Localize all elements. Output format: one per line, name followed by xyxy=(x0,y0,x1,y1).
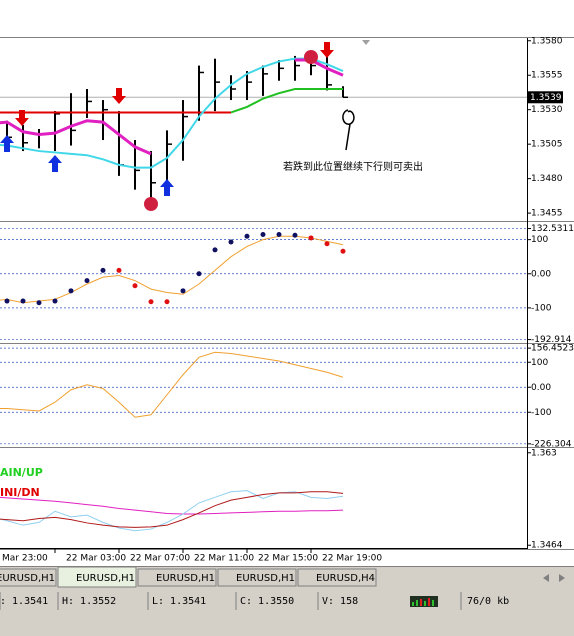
indicator-dot xyxy=(116,267,122,273)
indicator-dot xyxy=(308,235,314,241)
indicator-label: INI/DN xyxy=(0,486,40,499)
series-line xyxy=(0,496,344,515)
price-marker-label: 1.3539 xyxy=(530,93,562,103)
status-item: C: 1.3550 xyxy=(240,596,294,607)
tab-label: EURUSD,H4 xyxy=(316,573,375,584)
x-tick-label: 22 Mar 07:00 xyxy=(130,554,190,564)
status-item: 76/0 kb xyxy=(467,596,509,607)
y-tick-label: 0.00 xyxy=(531,383,551,393)
tab[interactable] xyxy=(297,568,377,587)
y-tick-label: -192.914 xyxy=(531,335,572,345)
annotation: 若跌到此位置继续下行则可卖出 xyxy=(283,160,423,173)
signals xyxy=(0,42,355,211)
series-line xyxy=(230,88,343,114)
indicator-dot xyxy=(4,298,10,304)
y-tick-label: 1.3464 xyxy=(531,541,563,551)
status-item: H: 1.3552 xyxy=(62,596,116,607)
pane: 1.3580 1.3555 1.3530 1.3505 1.3480 1.3455 1.35… xyxy=(0,36,574,222)
y-tick-label: -226.304 xyxy=(531,439,572,449)
y-tick-label: 1.3530 xyxy=(531,105,563,115)
indicator-label: AIN/UP xyxy=(0,466,43,479)
status-item: V: 158 xyxy=(322,596,358,607)
tab[interactable] xyxy=(57,566,137,588)
y-tick-label: -100 xyxy=(531,303,552,313)
series-line xyxy=(0,57,344,169)
y-tick-label: 1.363 xyxy=(531,448,557,458)
indicator-dot xyxy=(36,300,42,306)
y-tick-label: 1.3505 xyxy=(531,140,563,150)
connection-indicator xyxy=(410,596,438,607)
indicator-dot xyxy=(84,278,90,284)
window-bottom xyxy=(0,614,574,636)
series-line xyxy=(0,235,344,304)
y-tick-label: 1.3480 xyxy=(531,174,563,184)
y-tick-label: 1.3555 xyxy=(531,71,563,81)
status-items: : 1.3541 H: 1.3552 L: 1.3541 C: 1.3550 V: 15… xyxy=(0,592,509,610)
indicator-dot xyxy=(196,271,202,277)
series-line xyxy=(0,58,344,156)
tab-label: EURUSD,H1 xyxy=(0,573,55,584)
indicator-dot xyxy=(340,248,346,254)
x-tick-label: 22 Mar 03:00 xyxy=(66,554,126,564)
y-tick-label: 132.5311 xyxy=(531,224,574,234)
tab[interactable] xyxy=(0,568,57,587)
indicator-dot xyxy=(132,283,138,289)
scroll-right[interactable] xyxy=(559,574,565,582)
y-tick-label: 1.3455 xyxy=(531,209,563,219)
y-tick-label: 0.00 xyxy=(531,269,551,279)
indicator-dot xyxy=(164,299,170,305)
x-tick-label: 22 Mar 11:00 xyxy=(194,554,254,564)
status-bar xyxy=(0,589,574,613)
indicator-dot xyxy=(68,288,74,294)
x-tick-label: 22 Mar 15:00 xyxy=(258,554,318,564)
buy-arrows xyxy=(0,135,174,196)
y-tick-label: 156.4523 xyxy=(531,344,574,354)
indicator-dot xyxy=(276,232,282,238)
y-tick-label: 100 xyxy=(531,358,548,368)
indicator-dot xyxy=(148,299,154,305)
signal-dot xyxy=(144,197,158,211)
indicator-dot xyxy=(244,233,250,239)
scroll-left[interactable] xyxy=(543,574,549,582)
status-item: L: 1.3541 xyxy=(152,596,206,607)
series-line xyxy=(0,491,344,528)
y-tick-label: 100 xyxy=(531,235,548,245)
y-tick-label: -100 xyxy=(531,408,552,418)
pane: 156.4523 100 0.00 -100 -226.304 xyxy=(0,344,574,449)
indicator-dot xyxy=(324,241,330,247)
tab[interactable] xyxy=(217,568,297,587)
indicator-dot xyxy=(228,239,234,245)
x-tick-label: 22 Mar 19:00 xyxy=(322,554,382,564)
signal-dot xyxy=(304,50,318,64)
status-item: : 1.3541 xyxy=(0,596,48,607)
chart-background xyxy=(0,0,574,566)
indicator-dot xyxy=(260,232,266,238)
indicator-dot xyxy=(52,298,58,304)
chart-panes: 1.3580 1.3555 1.3530 1.3505 1.3480 1.3455 1.35… xyxy=(0,36,574,564)
y-tick-label: 1.3580 xyxy=(531,36,563,46)
price-marker-box xyxy=(527,91,563,104)
x-tick-label: Mar 23:00 xyxy=(2,554,48,564)
indicator-dot xyxy=(20,298,26,304)
pane: 1.363 1.3464 AIN/UP INI/DN xyxy=(0,448,574,551)
tab-label: EURUSD,H1 xyxy=(156,573,215,584)
indicator-dot xyxy=(180,288,186,294)
indicator-dot xyxy=(292,232,298,238)
tab-label: EURUSD,H1 xyxy=(76,573,135,584)
tab-label: EURUSD,H1 xyxy=(236,573,295,584)
series-line xyxy=(0,351,344,418)
tab[interactable] xyxy=(137,568,217,587)
tabs: EURUSD,H1 EURUSD,H1 EURUSD,H1 EURUSD,H1 EURU… xyxy=(0,566,377,588)
sell-arrows xyxy=(15,42,334,126)
shift-marker xyxy=(362,40,370,45)
hand-drawn-mark xyxy=(342,109,355,151)
indicator-dot xyxy=(212,247,218,253)
indicator-dot xyxy=(100,267,106,273)
